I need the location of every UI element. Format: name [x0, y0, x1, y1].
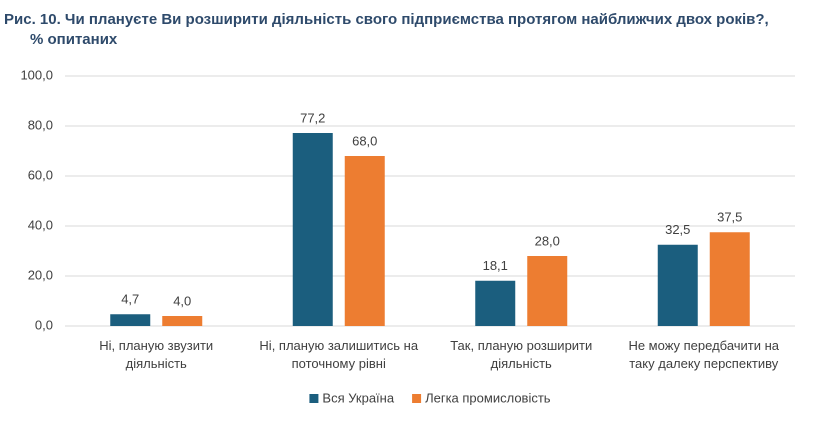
legend-swatch [309, 394, 319, 403]
y-tick-label: 0,0 [35, 317, 53, 332]
bar [110, 314, 151, 326]
y-tick-label: 100,0 [20, 67, 53, 82]
y-tick-label: 60,0 [28, 167, 53, 182]
bar [344, 156, 385, 326]
x-tick-label: Ні, планую залишитись на поточному рівні [259, 338, 419, 371]
bar [527, 256, 568, 326]
value-label: 77,2 [300, 110, 325, 125]
chart-title: Рис. 10. Чи плануєте Ви розширити діяльн… [4, 11, 769, 28]
value-label: 37,5 [717, 210, 742, 225]
value-label: 68,0 [352, 133, 377, 148]
legend-swatch [412, 394, 422, 403]
y-tick-label: 40,0 [28, 217, 53, 232]
bar [162, 316, 203, 326]
legend-label: Вся Україна [322, 390, 394, 405]
chart-subtitle: % опитаних [30, 31, 118, 48]
legend-label: Легка промисловість [425, 390, 551, 405]
value-label: 4,0 [173, 293, 191, 308]
value-label: 18,1 [483, 258, 508, 273]
value-label: 32,5 [665, 222, 690, 237]
bar [709, 232, 750, 326]
value-label: 28,0 [535, 233, 560, 248]
x-tick-label: Ні, планую звузити діяльність [99, 338, 214, 371]
x-tick-label: Не можу передбачити на таку далеку персп… [628, 338, 780, 371]
x-tick-label: Так, планую розширити діяльність [450, 338, 593, 371]
bar [292, 133, 333, 326]
y-tick-label: 20,0 [28, 267, 53, 282]
bar [657, 244, 698, 326]
y-tick-label: 80,0 [28, 117, 53, 132]
bar [475, 280, 516, 326]
value-label: 4,7 [121, 292, 139, 307]
